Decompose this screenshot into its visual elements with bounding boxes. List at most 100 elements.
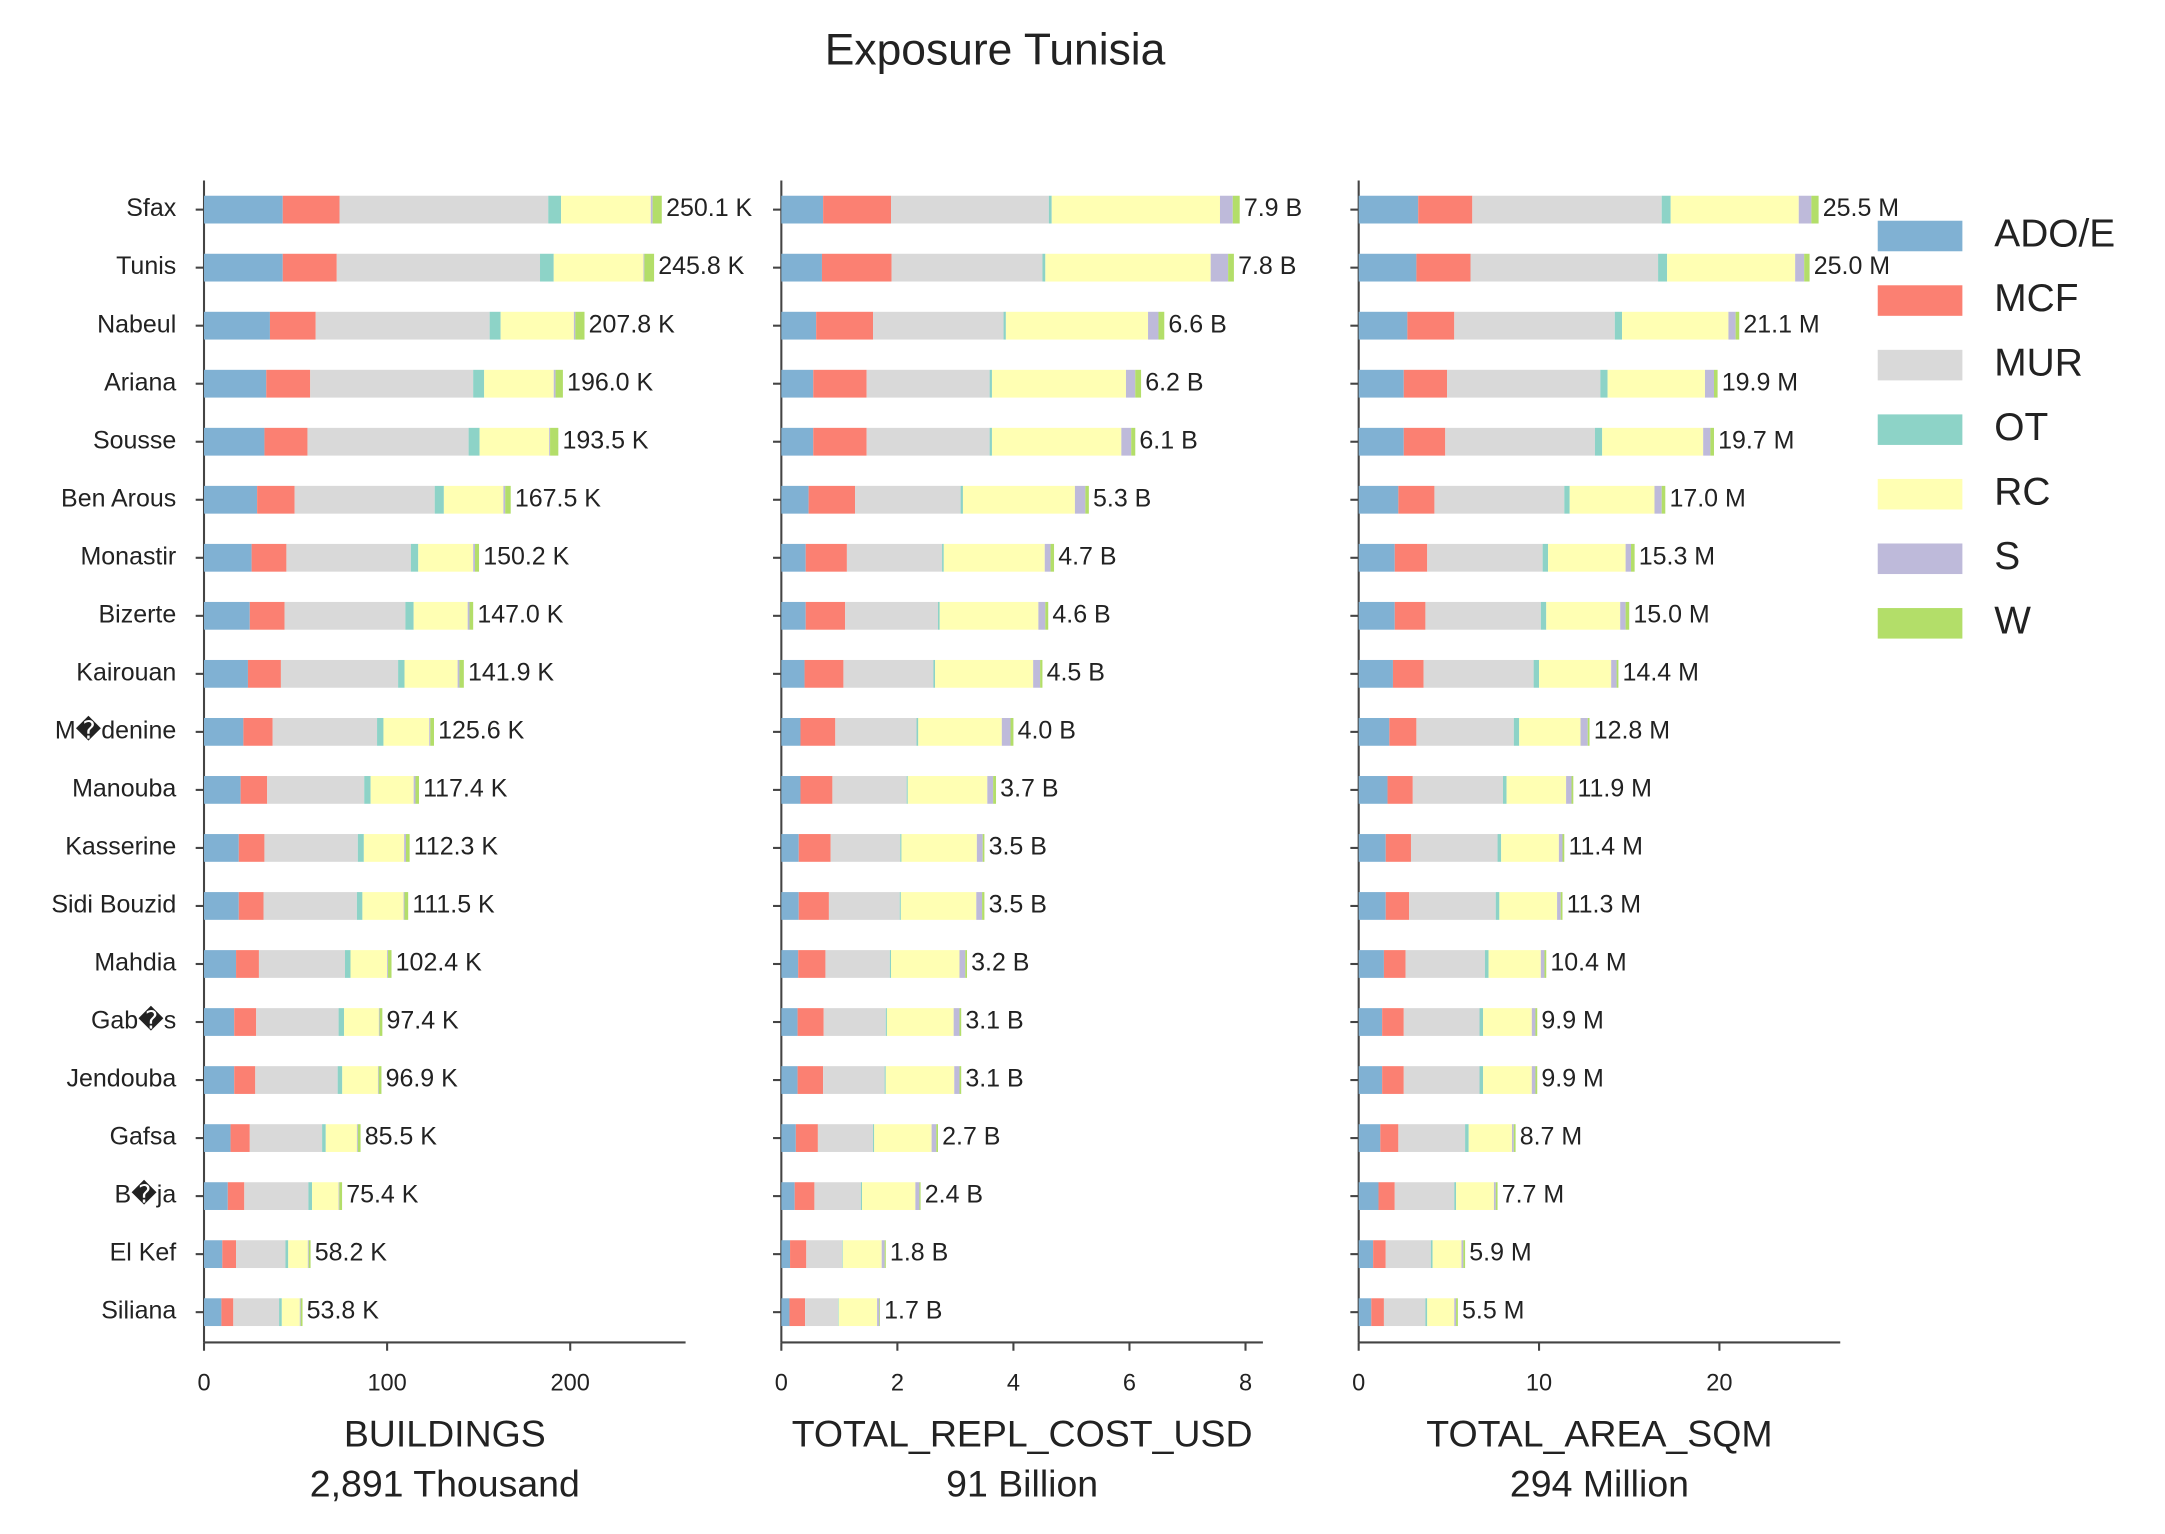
total-label: 25.0 M bbox=[1814, 252, 1890, 280]
total-label: 150.2 K bbox=[483, 542, 569, 570]
bar-segment bbox=[279, 1298, 282, 1327]
bar-segment bbox=[813, 369, 867, 398]
total-label: 12.8 M bbox=[1594, 716, 1670, 744]
bar-segment bbox=[886, 1008, 954, 1036]
bar-segment bbox=[204, 892, 239, 920]
bar-segment bbox=[310, 369, 474, 398]
bar-segment bbox=[781, 1066, 798, 1094]
bar-segment bbox=[204, 253, 283, 282]
bar-segment bbox=[489, 311, 501, 340]
bar-segment bbox=[900, 834, 902, 862]
bar-segment bbox=[939, 601, 1039, 630]
bar-segment bbox=[781, 950, 799, 978]
bar-segment bbox=[1557, 892, 1561, 920]
bar-segment bbox=[1611, 659, 1617, 688]
bar-segment bbox=[873, 1124, 875, 1152]
total-label: 3.7 B bbox=[1000, 774, 1058, 802]
bar-segment bbox=[989, 427, 992, 456]
total-label: 5.9 M bbox=[1469, 1239, 1531, 1267]
bar-segment bbox=[468, 427, 480, 456]
bar-segment bbox=[1587, 717, 1590, 746]
bar-segment bbox=[418, 543, 474, 572]
bar-segment bbox=[500, 311, 574, 340]
bar-segment bbox=[204, 950, 237, 978]
total-label: 1.8 B bbox=[890, 1239, 948, 1267]
bar-segment bbox=[800, 776, 833, 804]
legend-label: MUR bbox=[1994, 341, 2082, 384]
bar-segment bbox=[919, 1182, 921, 1210]
bar-segment bbox=[1040, 659, 1043, 688]
bar-segment bbox=[1387, 776, 1413, 804]
bar-segment bbox=[1625, 601, 1630, 630]
bar-segment bbox=[823, 1008, 886, 1036]
bar-segment bbox=[916, 717, 919, 746]
total-label: 17.0 M bbox=[1669, 484, 1745, 512]
bar-segment bbox=[1358, 834, 1386, 862]
bar-segment bbox=[1495, 892, 1500, 920]
bar-segment bbox=[350, 950, 388, 978]
bar-segment bbox=[933, 659, 936, 688]
bar-segment bbox=[550, 427, 559, 456]
total-label: 53.8 K bbox=[307, 1297, 380, 1325]
bar-segment bbox=[1502, 776, 1507, 804]
y-tick-label: Nabeul bbox=[97, 310, 176, 338]
bar-segment bbox=[1358, 1182, 1379, 1210]
bar-segment bbox=[1409, 892, 1496, 920]
bar-segment bbox=[1468, 1124, 1512, 1152]
bar-segment bbox=[204, 311, 270, 340]
bar-segment bbox=[907, 776, 988, 804]
bar-segment bbox=[264, 834, 358, 862]
bar-segment bbox=[475, 543, 480, 572]
bar-segment bbox=[236, 950, 259, 978]
y-tick-label: Mahdia bbox=[94, 949, 176, 977]
bar-segment bbox=[1622, 311, 1729, 340]
y-tick-label: Ariana bbox=[104, 368, 176, 396]
bar-segment bbox=[1042, 253, 1046, 282]
bar-segment bbox=[356, 892, 363, 920]
bar-segment bbox=[1531, 1008, 1536, 1036]
total-label: 3.1 B bbox=[965, 1065, 1023, 1093]
bar-segment bbox=[1044, 543, 1051, 572]
bar-segment bbox=[781, 892, 799, 920]
bar-segment bbox=[832, 776, 907, 804]
y-tick-label: M�denine bbox=[55, 715, 176, 744]
bar-segment bbox=[1456, 1182, 1494, 1210]
x-tick-label: 2 bbox=[891, 1369, 904, 1395]
bar-segment bbox=[817, 1124, 874, 1152]
total-label: 147.0 K bbox=[477, 600, 563, 628]
bar-segment bbox=[1548, 543, 1626, 572]
bar-segment bbox=[936, 1124, 938, 1152]
bar-segment bbox=[1358, 311, 1408, 340]
bar-segment bbox=[1569, 485, 1655, 514]
bar-segment bbox=[337, 1066, 343, 1094]
bar-segment bbox=[312, 1182, 339, 1210]
bar-segment bbox=[1045, 601, 1049, 630]
bar-segment bbox=[405, 601, 414, 630]
total-label: 97.4 K bbox=[387, 1007, 460, 1035]
total-label: 10.4 M bbox=[1550, 949, 1626, 977]
bar-segment bbox=[652, 195, 662, 224]
bar-segment bbox=[1795, 253, 1805, 282]
bar-segment bbox=[1358, 776, 1388, 804]
bar-segment bbox=[1479, 1066, 1484, 1094]
bar-segment bbox=[1497, 834, 1502, 862]
bar-segment bbox=[204, 601, 250, 630]
bar-segment bbox=[467, 601, 470, 630]
bar-segment bbox=[1432, 1240, 1462, 1269]
bar-segment bbox=[230, 1124, 250, 1152]
total-label: 8.7 M bbox=[1520, 1123, 1582, 1151]
bar-segment bbox=[962, 485, 1075, 514]
bar-segment bbox=[976, 892, 983, 920]
y-tick-label: Gab�s bbox=[91, 1006, 176, 1035]
bar-segment bbox=[1493, 1182, 1496, 1210]
bar-segment bbox=[843, 659, 934, 688]
bar-segment bbox=[284, 601, 406, 630]
bar-segment bbox=[845, 601, 938, 630]
bar-segment bbox=[357, 1124, 361, 1152]
bar-segment bbox=[338, 1008, 345, 1036]
bar-segment bbox=[899, 892, 901, 920]
legend-label: RC bbox=[1994, 470, 2050, 513]
bar-segment bbox=[561, 195, 651, 224]
bar-segment bbox=[866, 427, 990, 456]
